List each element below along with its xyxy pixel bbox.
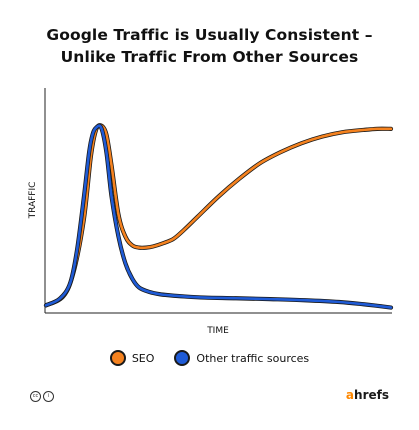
legend-swatch-other <box>174 350 191 366</box>
legend-label-seo: SEO <box>131 351 155 365</box>
series-layer <box>43 123 394 310</box>
series-outline-0 <box>43 123 394 308</box>
legend: SEO Other traffic sources <box>0 350 419 366</box>
y-axis-label: TRAFFIC <box>28 182 38 220</box>
chart-title-line-2: Unlike Traffic From Other Sources <box>60 48 359 66</box>
chart-title-line-1: Google Traffic is Usually Consistent – <box>46 26 373 44</box>
legend-label-other: Other traffic sources <box>196 351 310 365</box>
series-outline-1 <box>43 123 394 310</box>
chart-title: Google Traffic is Usually Consistent – U… <box>0 24 419 68</box>
legend-swatch-seo <box>109 350 126 366</box>
seo-line <box>44 123 393 307</box>
license-icons: cc i <box>30 391 54 402</box>
legend-item-seo: SEO <box>109 350 155 366</box>
other-traffic-line <box>44 124 393 309</box>
ahrefs-logo: ahrefs <box>345 388 389 402</box>
legend-item-other: Other traffic sources <box>174 350 309 366</box>
attribution-icon: i <box>43 391 54 402</box>
x-axis-label: TIME <box>206 326 229 336</box>
cc-icon: cc <box>30 391 41 402</box>
